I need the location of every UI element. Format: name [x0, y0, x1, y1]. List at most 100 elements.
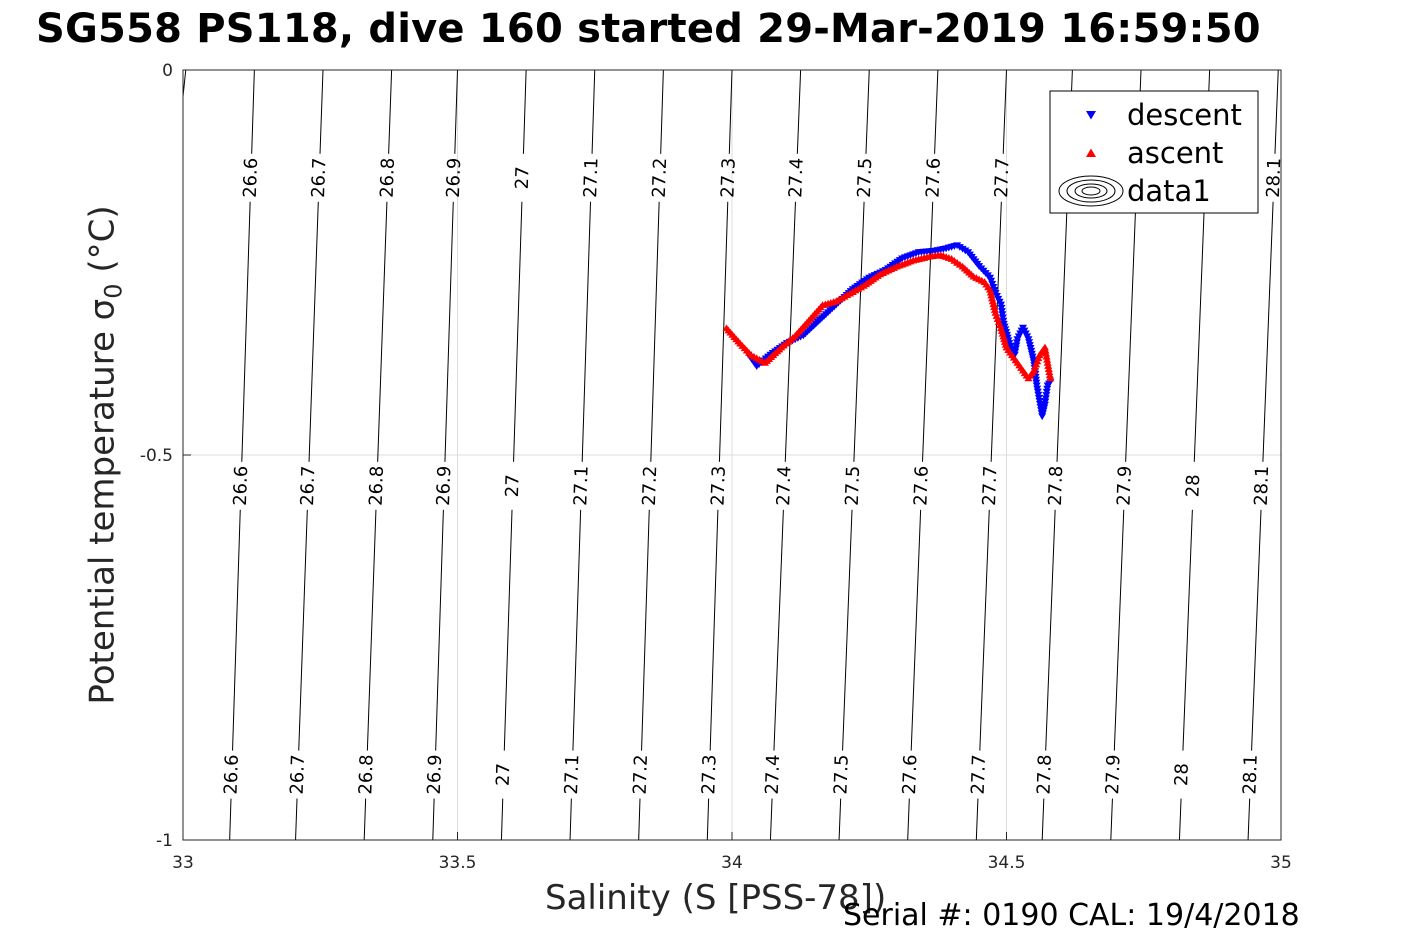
contour-label: 26.6: [240, 157, 262, 198]
x-tick-label: 33.5: [439, 853, 477, 873]
contour-line: [1274, 70, 1279, 154]
descent-marker: [1040, 401, 1049, 409]
contour-label: 27.3: [707, 465, 729, 506]
contour-label: 26.5: [166, 134, 188, 175]
contour-line: [865, 70, 870, 154]
contour-line: [232, 509, 241, 751]
contour-label: 26.8: [366, 465, 388, 506]
contour-label: 27: [512, 166, 534, 190]
ascent-marker: [1045, 368, 1054, 376]
contour-line: [1178, 798, 1182, 840]
contour-line: [1247, 798, 1251, 840]
ascent-marker: [1043, 355, 1052, 363]
legend-contour-icon: [1058, 175, 1124, 207]
contour-label: 27.6: [922, 157, 944, 198]
contour-label: 27.9: [1102, 754, 1124, 795]
contour-label: 28.1: [1239, 754, 1261, 795]
serial-cal-footer: Serial #: 0190 CAL: 19/4/2018: [843, 898, 1300, 933]
contour-label: 27.1: [580, 157, 602, 198]
descent-marker: [1012, 342, 1021, 350]
y-tick-label: 0: [162, 61, 173, 81]
contour-label: 26.9: [443, 157, 465, 198]
ascent-marker: [1041, 346, 1050, 354]
contour-label: 27.7: [968, 754, 990, 795]
contour-line: [1113, 509, 1125, 751]
contour-line: [295, 798, 298, 840]
contour-label: 27.7: [979, 465, 1001, 506]
contour-line: [432, 798, 435, 840]
chart-title: SG558 PS118, dive 160 started 29-Mar-201…: [36, 6, 1261, 52]
ascent-marker: [989, 300, 998, 308]
descent-marker: [1011, 345, 1020, 353]
ascent-marker: [1040, 343, 1049, 351]
contour-line: [706, 798, 710, 840]
x-tick-label: 33: [172, 853, 194, 873]
ascent-marker: [1044, 365, 1053, 372]
descent-marker: [1039, 407, 1048, 415]
contour-line: [388, 70, 393, 154]
ascent-marker: [986, 288, 995, 296]
contour-line: [513, 201, 523, 462]
y-tick-label: -0.5: [140, 446, 173, 466]
contour-label: 28.1: [1263, 157, 1285, 198]
x-tick-label: 35: [1270, 853, 1292, 873]
contour-label: 27.4: [762, 754, 784, 795]
contour-line: [979, 509, 990, 751]
contour-line: [1110, 798, 1113, 840]
contour-label: 27.5: [854, 157, 876, 198]
contour-line: [454, 70, 458, 154]
contour-line: [842, 509, 853, 751]
legend-box: [1049, 90, 1259, 214]
ascent-marker: [1046, 374, 1055, 382]
contour-line: [308, 201, 319, 462]
contour-line: [503, 509, 513, 751]
contour-line: [591, 70, 596, 154]
contour-line: [298, 509, 308, 751]
contour-label: 26.8: [377, 157, 399, 198]
x-tick-label: 34: [721, 853, 743, 873]
ascent-marker: [990, 303, 999, 310]
contour-label: 27.5: [842, 465, 864, 506]
contour-label: 26.6: [221, 754, 243, 795]
contour-line: [1045, 509, 1056, 751]
axes: 33 33.5 34 34.5 35 0 -0.5 -1: [140, 61, 1292, 873]
contour-line: [1182, 509, 1193, 751]
contour-label: 27.6: [910, 465, 932, 506]
descent-marker: [1042, 392, 1051, 399]
contour-label: 27.2: [649, 157, 671, 198]
contour-label: 27.3: [698, 754, 720, 795]
contour-line: [910, 509, 922, 751]
contour-label: 27.4: [773, 465, 795, 506]
contour-line: [229, 798, 232, 840]
contour-label: 28: [1171, 763, 1193, 787]
contour-line: [796, 70, 802, 154]
descent-marker: [1041, 398, 1050, 406]
contour-line: [241, 201, 251, 462]
contour-line: [1041, 798, 1045, 840]
contour-line: [363, 798, 367, 840]
contour-line: [251, 70, 255, 154]
contour-label: 26.9: [424, 754, 446, 795]
ascent-marker: [1043, 359, 1052, 366]
contour-label: 26.7: [308, 157, 330, 198]
contour-line: [183, 70, 187, 102]
contour-line: [1262, 201, 1274, 462]
contour-line: [718, 201, 729, 462]
contour-line: [907, 798, 910, 840]
ascent-marker: [1042, 352, 1051, 360]
contour-label: 26.7: [287, 754, 309, 795]
ascent-marker: [986, 285, 995, 293]
legend: descent ascent data1: [1049, 90, 1259, 214]
contour-label: 26.7: [297, 465, 319, 506]
y-axis-label-unit: (°C): [82, 205, 123, 284]
contour-line: [1251, 509, 1262, 751]
contour-line: [728, 70, 733, 154]
contour-line: [853, 201, 865, 462]
descent-marker: [1042, 388, 1051, 396]
contour-line: [641, 509, 650, 751]
contour-label: 28.1: [1251, 465, 1273, 506]
contour-line: [500, 798, 504, 840]
contour-label: 27.5: [830, 754, 852, 795]
contour-line: [435, 509, 444, 751]
